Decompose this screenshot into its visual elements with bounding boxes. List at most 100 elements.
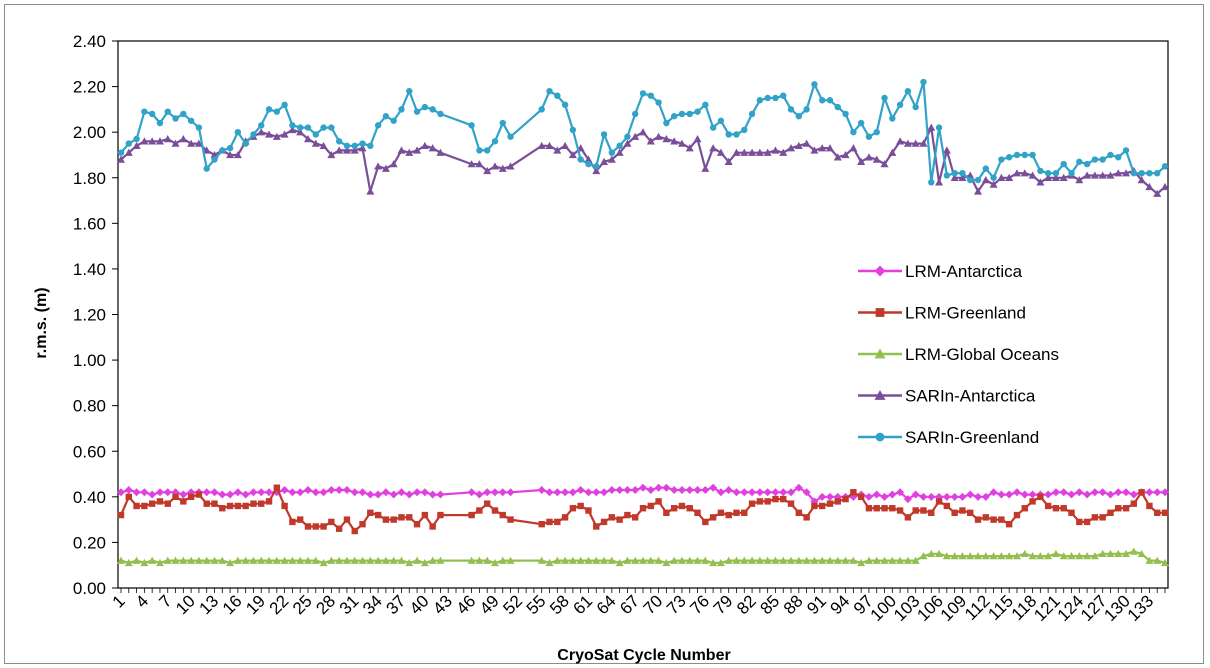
data-point: [413, 556, 422, 564]
data-point: [857, 157, 866, 165]
data-point: [608, 514, 616, 521]
data-point: [289, 518, 296, 526]
data-point: [280, 130, 289, 138]
y-tick-label: 2.40: [73, 32, 106, 51]
data-point: [202, 488, 211, 497]
data-point: [865, 133, 873, 140]
data-point: [328, 124, 335, 131]
data-point: [662, 483, 671, 492]
data-point: [1067, 552, 1076, 560]
data-point: [593, 163, 600, 170]
data-point: [429, 106, 436, 113]
data-point: [538, 106, 545, 113]
data-point: [779, 148, 788, 156]
data-point: [888, 556, 897, 564]
data-point: [303, 556, 312, 564]
data-point: [569, 505, 577, 512]
data-point: [842, 110, 849, 118]
data-point: [148, 110, 156, 118]
data-point: [258, 122, 265, 129]
data-point: [702, 101, 709, 109]
data-point: [327, 150, 336, 159]
data-point: [280, 556, 289, 564]
data-point: [896, 488, 905, 497]
data-point: [841, 150, 850, 159]
data-point: [1076, 158, 1083, 165]
data-point: [903, 495, 912, 504]
data-point: [763, 148, 772, 156]
data-point: [1005, 520, 1013, 528]
data-point: [288, 488, 297, 497]
data-point: [467, 488, 476, 497]
data-point: [203, 165, 210, 172]
data-point: [180, 110, 187, 118]
data-point: [864, 556, 873, 564]
data-point: [1145, 488, 1154, 497]
data-point: [226, 502, 234, 510]
data-point: [966, 490, 975, 499]
data-point: [141, 502, 148, 510]
data-point: [1115, 154, 1122, 161]
data-point: [390, 117, 397, 124]
data-point: [420, 558, 429, 567]
data-point: [818, 556, 827, 564]
data-point: [289, 122, 296, 129]
data-point: [951, 169, 958, 177]
data-point: [406, 87, 413, 95]
data-point: [335, 525, 343, 532]
y-tick-label: 0.60: [73, 442, 106, 461]
data-point: [210, 488, 219, 497]
data-point: [1154, 169, 1161, 177]
data-point: [148, 137, 157, 145]
y-tick-label: 1.40: [73, 260, 106, 279]
data-point: [693, 556, 702, 564]
data-point: [1083, 160, 1091, 168]
data-point: [1060, 505, 1067, 512]
data-point: [701, 164, 710, 172]
data-point: [771, 488, 780, 497]
data-point: [475, 490, 484, 499]
data-point: [1138, 169, 1145, 177]
data-point: [1090, 552, 1099, 560]
data-point: [250, 131, 257, 138]
data-point: [303, 485, 312, 494]
data-point: [342, 556, 351, 564]
data-point: [242, 502, 249, 510]
data-point: [577, 502, 584, 510]
data-point: [483, 147, 491, 154]
data-point: [350, 556, 359, 564]
data-point: [733, 131, 740, 138]
data-point: [1028, 171, 1037, 179]
data-point: [1130, 169, 1138, 177]
data-point: [1012, 552, 1021, 560]
data-point: [670, 505, 678, 512]
data-point: [585, 507, 592, 514]
data-point: [476, 147, 483, 154]
data-point: [1154, 509, 1161, 516]
data-point: [935, 178, 944, 186]
data-point: [615, 558, 624, 567]
data-point: [319, 558, 328, 567]
data-point: [1153, 189, 1162, 197]
data-point: [359, 140, 366, 147]
data-point: [381, 488, 390, 497]
data-point: [685, 144, 694, 152]
data-point: [233, 150, 242, 159]
data-point: [554, 92, 561, 99]
data-point: [374, 122, 382, 129]
series-sarin-antarctica: [117, 123, 1169, 197]
data-point: [623, 556, 632, 564]
data-point: [632, 110, 639, 118]
data-point: [763, 488, 772, 497]
data-point: [864, 492, 873, 501]
data-point: [997, 490, 1006, 499]
data-point: [569, 126, 577, 134]
data-point: [117, 155, 125, 163]
data-point: [670, 113, 678, 120]
data-point: [864, 153, 873, 161]
data-point: [857, 119, 865, 127]
data-point: [825, 144, 834, 152]
data-point: [397, 556, 406, 564]
series-sarin-greenland: [117, 78, 1169, 186]
data-point: [592, 166, 601, 175]
